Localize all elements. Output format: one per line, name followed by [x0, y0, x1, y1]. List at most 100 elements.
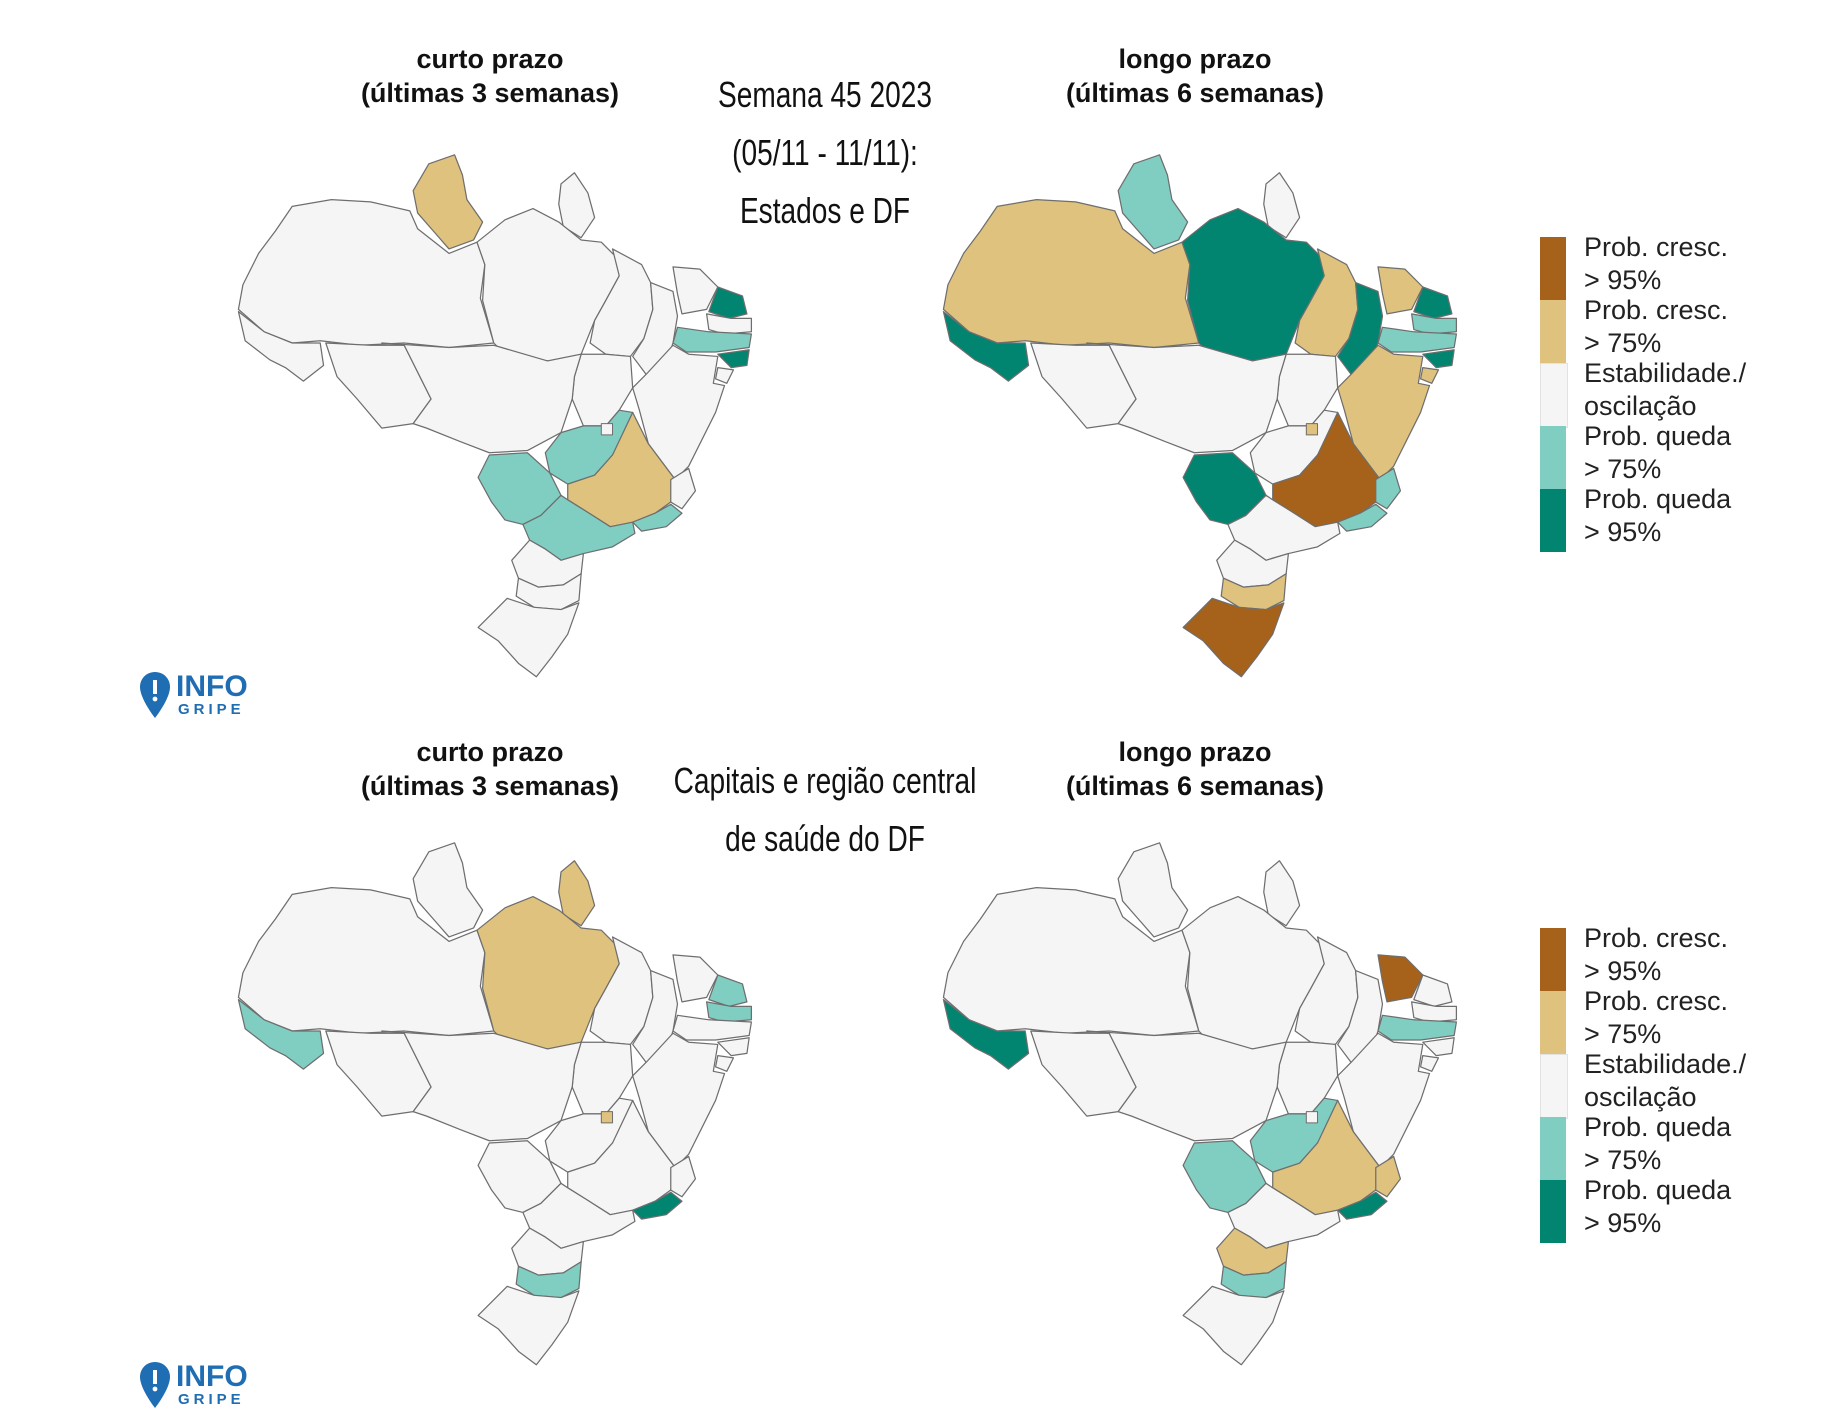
state-df: [600, 423, 614, 436]
state-rn: [708, 974, 748, 1007]
legend-label-line2: > 95%: [1584, 517, 1662, 547]
legend-item: Prob. queda > 75%: [1540, 421, 1800, 489]
state-df: [600, 1111, 614, 1124]
state-ac: [942, 311, 1030, 382]
state-ba: [1337, 1032, 1431, 1169]
state-ba: [1337, 344, 1431, 481]
bottom-right-title: longo prazo (últimas 6 semanas): [1035, 735, 1355, 803]
center-line: Semana 45 2023: [718, 74, 932, 115]
state-rr: [412, 842, 484, 938]
legend-label: Prob. cresc. > 95%: [1584, 231, 1728, 297]
center-line: Estados e DF: [739, 190, 911, 231]
legend-label-line2: > 75%: [1584, 328, 1662, 358]
title-line: longo prazo: [1118, 44, 1272, 74]
state-mt: [1086, 1030, 1287, 1142]
legend-swatch: [1540, 237, 1566, 300]
legend-label-line1: Prob. queda: [1584, 484, 1732, 514]
brazil-states: [237, 154, 753, 678]
legend-label-line1: Prob. queda: [1584, 421, 1732, 451]
state-se: [714, 1055, 735, 1072]
state-rn: [1413, 974, 1453, 1007]
state-rj: [1337, 503, 1388, 532]
state-rn: [1413, 286, 1453, 319]
logo-word-info: INFO: [176, 1360, 248, 1393]
state-se: [1419, 1055, 1440, 1072]
state-se: [1419, 367, 1440, 384]
legend-label: Estabilidade./oscilação: [1584, 1048, 1746, 1114]
legend-swatch: [1540, 426, 1566, 489]
brazil-states: [942, 842, 1458, 1366]
legend-item: Prob. cresc. > 95%: [1540, 923, 1800, 991]
legend-top: Prob. cresc. > 95% Prob. cresc. > 75% Estabi…: [1540, 232, 1820, 557]
legend-item: Prob. cresc. > 75%: [1540, 295, 1800, 363]
legend-label: Prob. queda > 75%: [1584, 420, 1731, 486]
legend-swatch: [1540, 928, 1566, 991]
state-ap: [1263, 172, 1301, 239]
location-pin-icon: [140, 672, 170, 718]
state-rr: [1117, 154, 1189, 250]
state-ac: [237, 311, 325, 382]
title-line: (últimas 6 semanas): [1065, 771, 1325, 801]
state-sc: [515, 573, 582, 611]
state-ce: [672, 954, 719, 1003]
state-al: [717, 349, 750, 369]
top-left-title: curto prazo (últimas 3 semanas): [330, 42, 650, 110]
state-mt: [381, 342, 582, 454]
state-rs: [477, 597, 580, 678]
legend-label-line1: Prob. cresc.: [1584, 986, 1729, 1016]
state-ap: [558, 860, 596, 927]
state-mt: [1086, 342, 1287, 454]
state-al: [1422, 349, 1455, 369]
state-df: [1305, 1111, 1319, 1124]
state-es: [1375, 1155, 1402, 1198]
bottom-left-title: curto prazo (últimas 3 semanas): [330, 735, 650, 803]
state-es: [670, 467, 697, 510]
state-sc: [515, 1261, 582, 1299]
legend-label-line1: Prob. cresc.: [1584, 923, 1729, 953]
state-pe: [1377, 1014, 1458, 1041]
state-pe: [672, 326, 753, 353]
legend-label-line1: Prob. queda: [1584, 1175, 1732, 1205]
legend-item: Estabilidade./oscilação: [1540, 1049, 1800, 1119]
state-ap: [1263, 860, 1301, 927]
brazil-states: [942, 154, 1458, 678]
legend-label-line2: > 75%: [1584, 1145, 1662, 1175]
state-pe: [672, 1014, 753, 1041]
state-ap: [558, 172, 596, 239]
map-top-long: [942, 154, 1458, 678]
state-rs: [1182, 597, 1285, 678]
state-rs: [477, 1285, 580, 1366]
title-line: (últimas 6 semanas): [1065, 78, 1325, 108]
state-pe: [1377, 326, 1458, 353]
legend-label: Prob. queda > 95%: [1584, 1174, 1731, 1240]
state-al: [1422, 1037, 1455, 1057]
legend-label-line1: Prob. cresc.: [1584, 295, 1729, 325]
legend-label-line1: Prob. cresc.: [1584, 232, 1729, 262]
state-ba: [632, 344, 726, 481]
state-rn: [708, 286, 748, 319]
logo-word-gripe: GRIPE: [178, 1391, 245, 1408]
state-pb: [705, 313, 753, 335]
legend-label: Prob. cresc. > 75%: [1584, 294, 1728, 360]
logo-word-info: INFO: [176, 670, 248, 703]
legend-label-line2: > 95%: [1584, 265, 1662, 295]
legend-item: Prob. queda > 95%: [1540, 484, 1800, 552]
legend-swatch: [1540, 300, 1566, 363]
state-mt: [381, 1030, 582, 1142]
state-rj: [1337, 1191, 1388, 1220]
state-sc: [1220, 573, 1287, 611]
center-line: (05/11 - 11/11):: [732, 132, 918, 173]
legend-item: Estabilidade./oscilação: [1540, 358, 1800, 428]
legend-swatch: [1540, 363, 1568, 428]
legend-item: Prob. cresc. > 75%: [1540, 986, 1800, 1054]
legend-label-line1: Estabilidade./: [1584, 1049, 1747, 1079]
legend-label: Prob. queda > 75%: [1584, 1111, 1731, 1177]
state-ac: [237, 999, 325, 1070]
legend-label-line2: > 75%: [1584, 454, 1662, 484]
state-ba: [632, 1032, 726, 1169]
legend-swatch: [1540, 1054, 1568, 1119]
state-rj: [632, 1191, 683, 1220]
legend-swatch: [1540, 991, 1566, 1054]
legend-item: Prob. queda > 75%: [1540, 1112, 1800, 1180]
legend-label: Prob. cresc. > 95%: [1584, 922, 1728, 988]
